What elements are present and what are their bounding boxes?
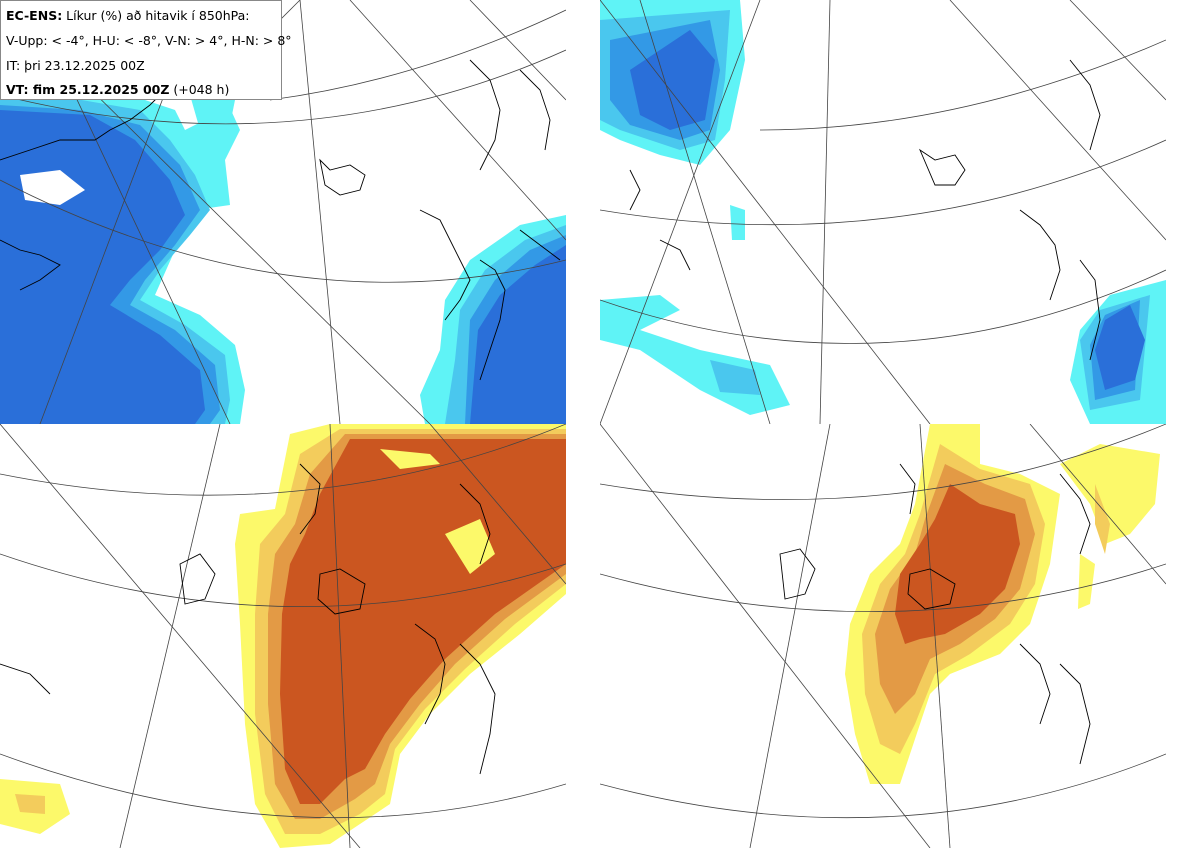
probability-map-warm: [0, 424, 566, 848]
probability-map-cold: [0, 0, 566, 424]
legend-line-1: EC-ENS: Líkur (%) að hitavik í 850hPa:: [6, 8, 250, 23]
coastlines: [0, 59, 561, 381]
map-panel-top-left: EC-ENS: Líkur (%) að hitavik í 850hPa: V…: [0, 0, 566, 424]
map-panel-bottom-left: 1009565355: [0, 424, 566, 848]
map-panel-top-right: 1009565355: [600, 0, 1166, 424]
legend-line-3: IT: þri 23.12.2025 00Z: [6, 58, 145, 73]
probability-map-cold-strong: [600, 0, 1166, 424]
map-panel-bottom-right: 1009565355: [600, 424, 1166, 848]
probability-map-warm-strong: [600, 424, 1166, 848]
legend-line-2: V-Upp: < -4°, H-U: < -8°, V-N: > 4°, H-N…: [6, 33, 292, 48]
legend-line-4: VT: fim 25.12.2025 00Z (+048 h): [6, 82, 230, 97]
info-legend-box: EC-ENS: Líkur (%) að hitavik í 850hPa: V…: [0, 0, 292, 100]
prob-hole: [20, 170, 85, 205]
